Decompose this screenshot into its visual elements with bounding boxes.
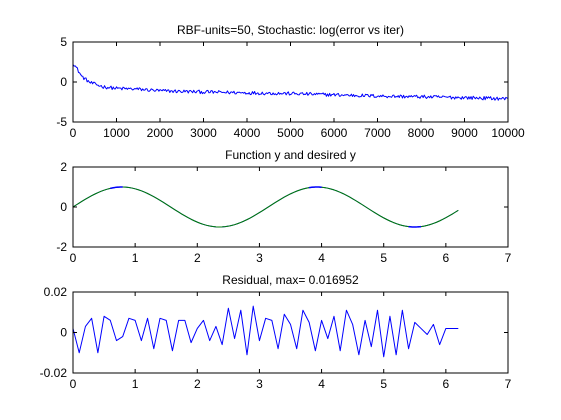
chart-title: RBF-units=50, Stochastic: log(error vs i…: [177, 23, 404, 37]
function-plot: Function y and desired y0 1 2 3 4 5 6 7-202: [56, 148, 511, 265]
x-tick-label: 0: [70, 377, 77, 391]
series-line: [73, 64, 508, 101]
x-tick-label: 1000: [103, 126, 130, 140]
series-group: [73, 64, 508, 101]
x-tick-label: 3: [256, 251, 263, 265]
x-tick-label: 7: [505, 377, 512, 391]
y-tick-label: 5: [60, 35, 67, 49]
series-line-overlap: [110, 186, 123, 190]
x-tick-label: 6: [443, 251, 450, 265]
x-tick-label: 9000: [451, 126, 478, 140]
x-tick-label: 6000: [321, 126, 348, 140]
x-tick-label: 4: [318, 251, 325, 265]
x-tick-label: 2: [194, 251, 201, 265]
x-tick-label: 1: [132, 251, 139, 265]
y-tick-label: -2: [56, 240, 67, 254]
x-tick-label: 5: [380, 377, 387, 391]
chart-title: Function y and desired y: [225, 148, 356, 162]
x-tick-label: 8000: [408, 126, 435, 140]
y-tick-label: 0: [60, 326, 67, 340]
series-line: [73, 186, 459, 228]
x-tick-label: 3000: [190, 126, 217, 140]
x-tick-label: 3: [256, 377, 263, 391]
y-tick-label: -0.02: [40, 366, 68, 380]
x-tick-label: 2: [194, 377, 201, 391]
y-tick-label: -5: [56, 115, 67, 129]
y-tick-label: 0.02: [44, 285, 68, 299]
x-tick-label: 0: [70, 251, 77, 265]
series-line: [73, 305, 459, 358]
x-tick-label: 2000: [147, 126, 174, 140]
y-tick-label: 0: [60, 75, 67, 89]
x-tick-label: 7000: [364, 126, 391, 140]
x-tick-label: 1: [132, 377, 139, 391]
y-tick-label: 0: [60, 200, 67, 214]
x-tick-label: 5000: [277, 126, 304, 140]
x-tick-label: 5: [380, 251, 387, 265]
x-tick-label: 4: [318, 377, 325, 391]
error-plot: RBF-units=50, Stochastic: log(error vs i…: [56, 23, 525, 140]
y-tick-label: 2: [60, 160, 67, 174]
x-tick-label: 6: [443, 377, 450, 391]
series-group: [73, 305, 459, 358]
series-line-overlap: [309, 186, 322, 189]
x-tick-label: 10000: [491, 126, 525, 140]
x-tick-label: 7: [505, 251, 512, 265]
chart-title: Residual, max= 0.016952: [222, 273, 359, 287]
x-tick-label: 0: [70, 126, 77, 140]
series-group: [73, 186, 459, 228]
x-tick-label: 4000: [234, 126, 261, 140]
